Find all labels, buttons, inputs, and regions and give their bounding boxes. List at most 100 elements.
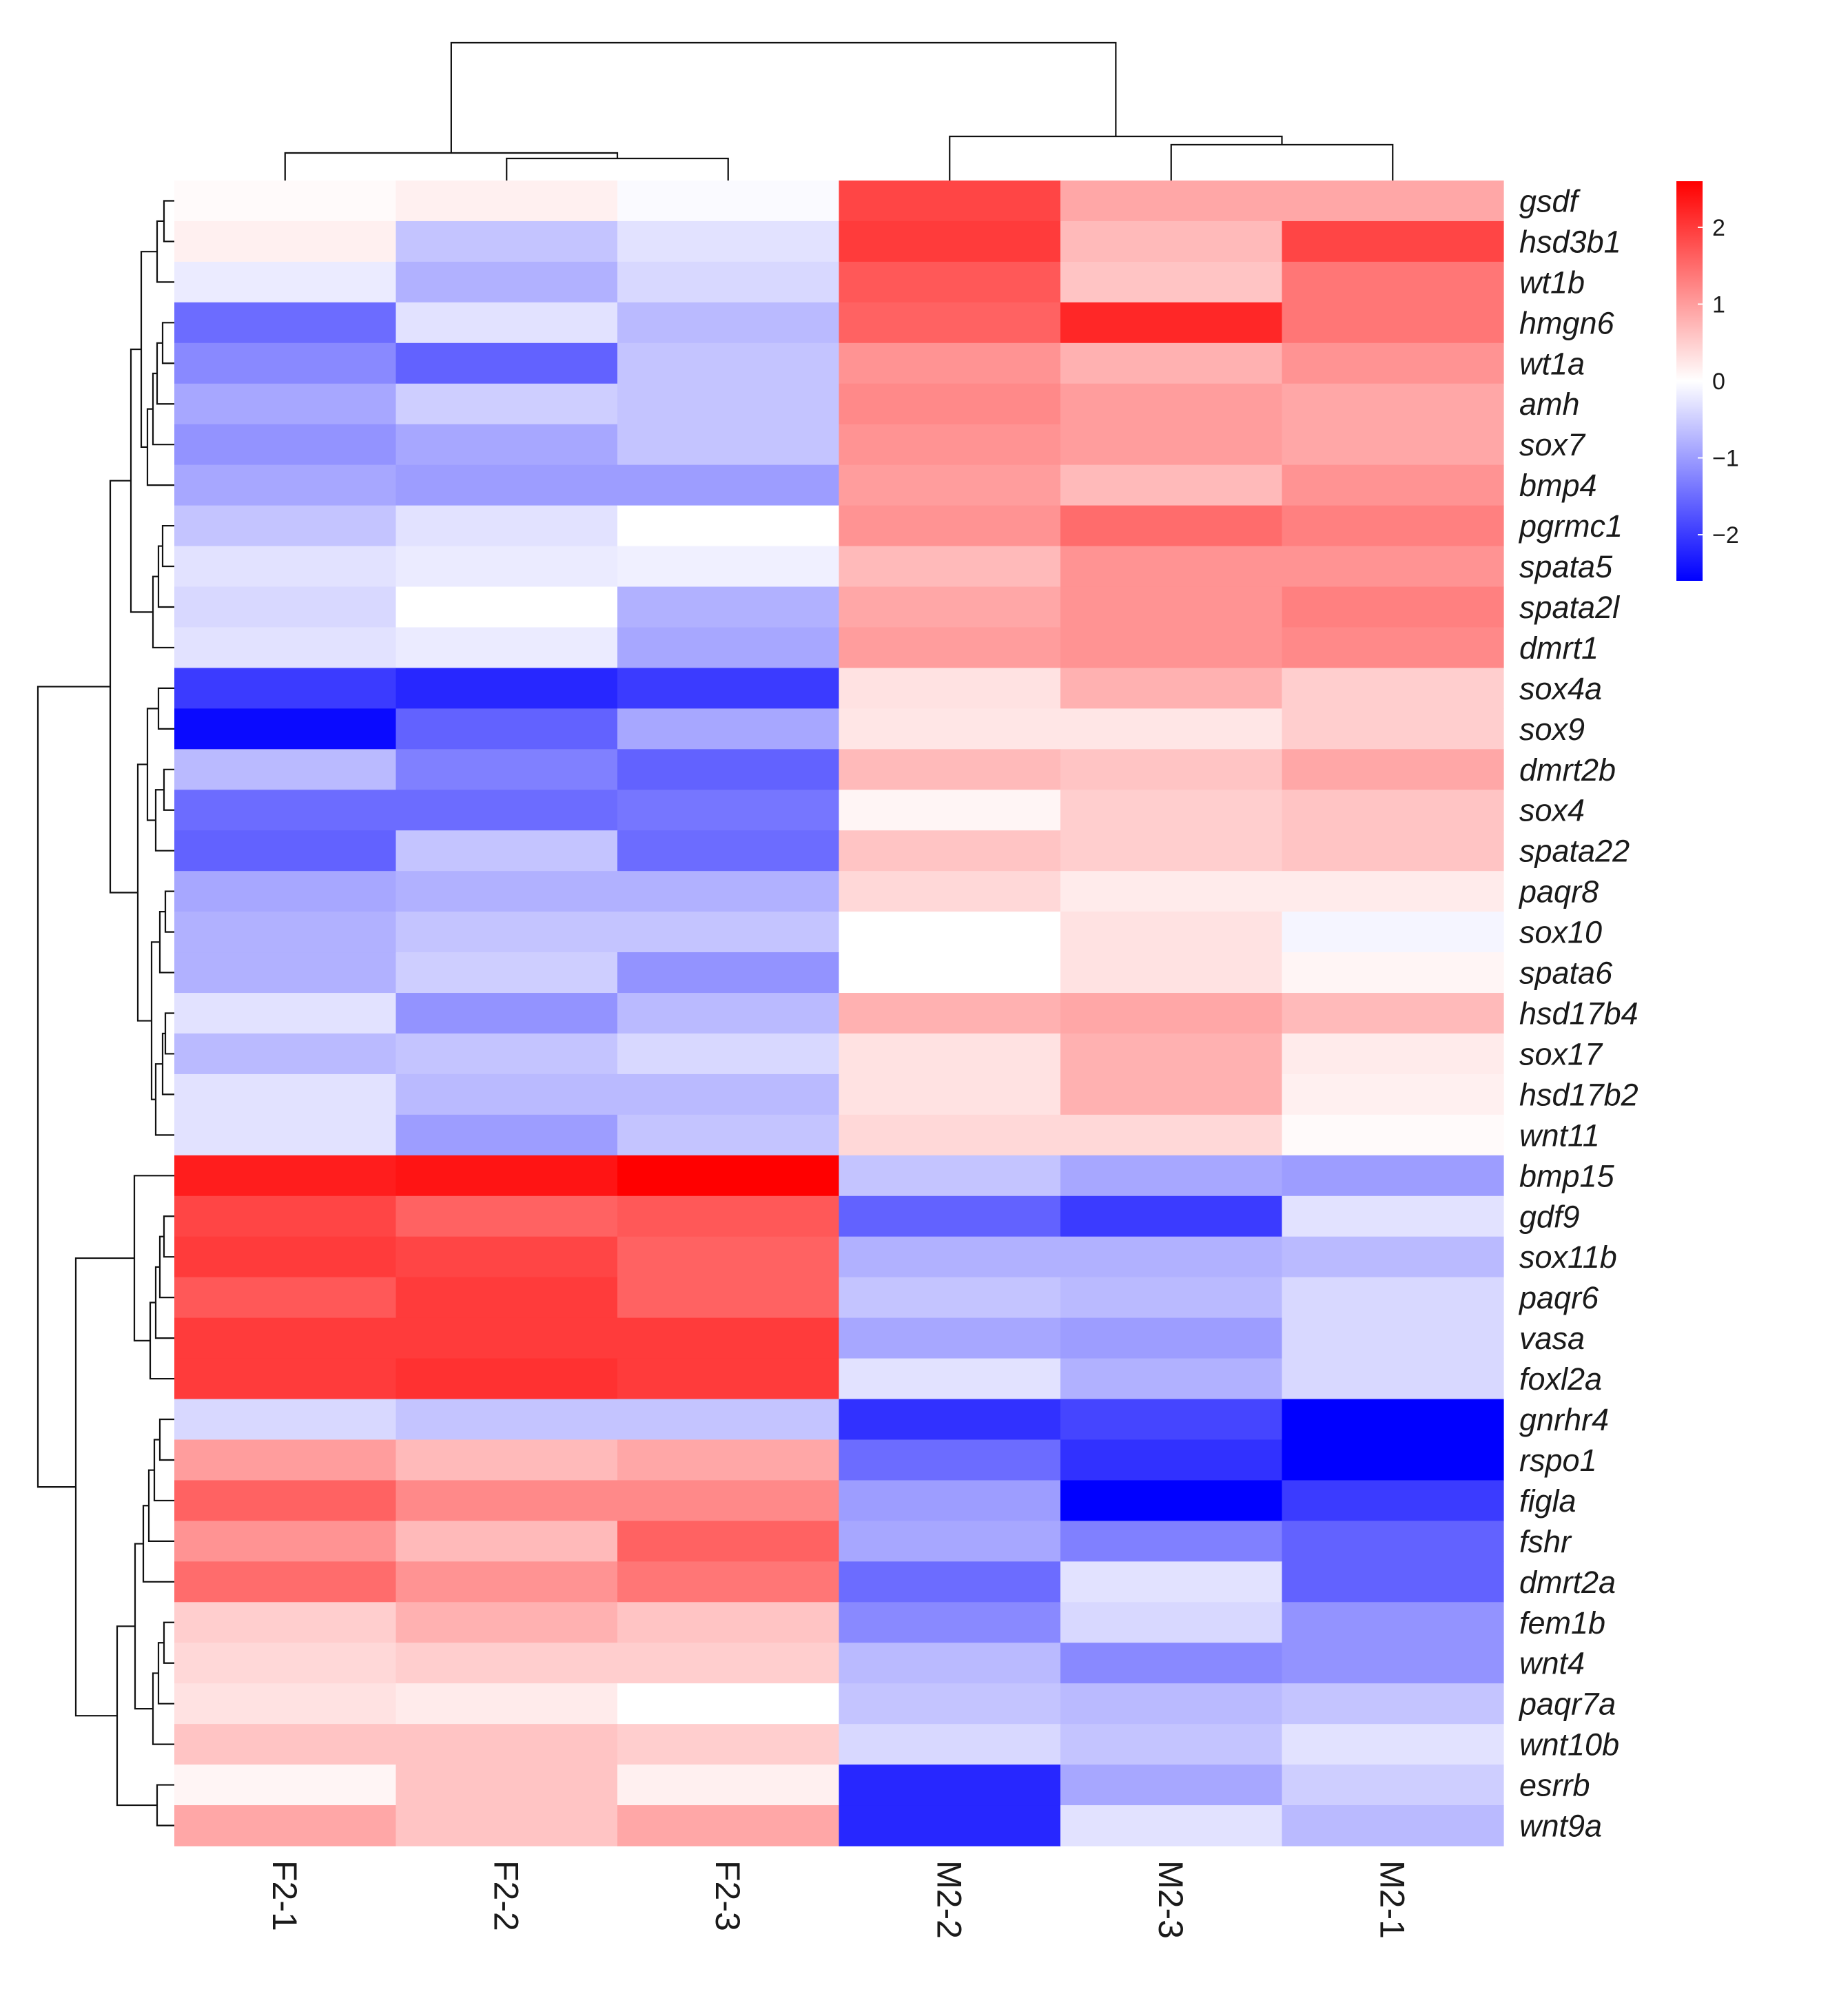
heatmap-cell xyxy=(1060,627,1283,669)
heatmap-cell xyxy=(174,464,397,506)
dendrogram-branch xyxy=(154,1266,174,1339)
heatmap-cell xyxy=(839,952,1061,994)
heatmap-cell xyxy=(395,1033,618,1075)
heatmap-cell xyxy=(839,181,1061,222)
heatmap-cell xyxy=(1282,871,1504,912)
gene-label: wnt10b xyxy=(1519,1727,1619,1762)
heatmap-cell xyxy=(617,668,840,709)
heatmap-cell xyxy=(617,830,840,872)
heatmap-cell xyxy=(1060,952,1283,994)
heatmap-cell xyxy=(839,342,1061,384)
heatmap-cell xyxy=(174,1480,397,1521)
gene-label: sox17 xyxy=(1519,1036,1603,1071)
heatmap-cell xyxy=(174,1155,397,1197)
heatmap-cell xyxy=(839,1521,1061,1562)
gene-label: gsdf xyxy=(1519,183,1581,218)
heatmap-cell xyxy=(839,1033,1061,1075)
heatmap-cell xyxy=(174,1236,397,1278)
gene-label: vasa xyxy=(1519,1321,1585,1356)
heatmap-cell xyxy=(1060,1480,1283,1521)
heatmap-cell xyxy=(395,464,618,506)
heatmap-cell xyxy=(1060,1724,1283,1765)
gene-label: sox4a xyxy=(1519,671,1602,706)
heatmap-cell xyxy=(617,383,840,425)
gene-label: wnt4 xyxy=(1519,1646,1585,1681)
heatmap-cell xyxy=(395,1073,618,1115)
heatmap-cell xyxy=(1282,1765,1504,1806)
heatmap-cell xyxy=(1060,302,1283,344)
heatmap-cell xyxy=(395,261,618,303)
dendrogram-branch xyxy=(157,687,174,730)
heatmap-cell xyxy=(1060,1277,1283,1319)
dendrogram-branch xyxy=(136,763,152,1022)
heatmap-cell xyxy=(1060,505,1283,547)
heatmap-cell xyxy=(1282,1480,1504,1521)
heatmap-cell xyxy=(174,1724,397,1765)
gene-label: wnt11 xyxy=(1519,1118,1600,1153)
heatmap-cell xyxy=(1282,1114,1504,1156)
heatmap-cell xyxy=(1060,1805,1283,1847)
dendrogram-branch xyxy=(37,686,110,1488)
dendrogram-branch xyxy=(142,1505,174,1583)
heatmap-cell xyxy=(1282,181,1504,222)
dendrogram-branch xyxy=(146,408,174,486)
gene-label: hsd17b4 xyxy=(1519,996,1638,1031)
dendrogram-branch xyxy=(153,1439,174,1502)
heatmap-cell xyxy=(395,220,618,263)
heatmap-cell xyxy=(1282,1399,1504,1441)
heatmap-cell xyxy=(174,1114,397,1156)
dendrogram-branch xyxy=(109,480,138,894)
heatmap-cell xyxy=(617,1073,840,1115)
heatmap-cell xyxy=(395,383,618,425)
gene-label: sox4 xyxy=(1519,793,1585,828)
heatmap-cell xyxy=(839,1114,1061,1156)
heatmap-cell xyxy=(1282,627,1504,669)
heatmap-cell xyxy=(839,220,1061,263)
dendrogram-branch xyxy=(156,220,174,283)
heatmap-cell xyxy=(839,383,1061,425)
dendrogram-branch xyxy=(163,1215,174,1258)
gene-label: sox10 xyxy=(1519,915,1602,950)
dendrogram-branch xyxy=(158,1418,174,1461)
heatmap-cell xyxy=(1282,1683,1504,1725)
heatmap-cell xyxy=(395,749,618,790)
heatmap-cell xyxy=(1282,912,1504,953)
heatmap-cell xyxy=(1282,830,1504,872)
heatmap-cell xyxy=(395,181,618,222)
gene-label: fem1b xyxy=(1519,1605,1605,1640)
sample-label: F2-3 xyxy=(708,1860,747,1931)
heatmap-cell xyxy=(617,1236,840,1278)
dendrogram-branch xyxy=(163,768,174,811)
dendrogram-branch xyxy=(158,1235,174,1299)
dendrogram-branch xyxy=(154,1063,174,1136)
sample-label: F2-2 xyxy=(486,1860,525,1931)
heatmap-cell xyxy=(395,708,618,750)
heatmap-cell xyxy=(617,546,840,588)
heatmap-cell xyxy=(1282,424,1504,466)
heatmap-cell xyxy=(1282,1643,1504,1684)
heatmap-cell xyxy=(395,1195,618,1237)
dendrogram-branch xyxy=(156,342,174,405)
heatmap-cell xyxy=(839,1602,1061,1643)
heatmap-cell xyxy=(1282,1236,1504,1278)
heatmap-cell xyxy=(839,261,1061,303)
heatmap-cell xyxy=(174,1033,397,1075)
heatmap-cell xyxy=(839,708,1061,750)
gene-label: sox9 xyxy=(1519,712,1585,747)
heatmap-cell xyxy=(617,1399,840,1441)
heatmap-cell xyxy=(1282,1602,1504,1643)
heatmap-cell xyxy=(617,1358,840,1400)
heatmap-cell xyxy=(395,1399,618,1441)
heatmap-cell xyxy=(174,871,397,912)
dendrogram-branch xyxy=(163,200,174,243)
heatmap-cell xyxy=(617,1561,840,1603)
heatmap-cell xyxy=(1060,871,1283,912)
heatmap-cell xyxy=(839,1155,1061,1197)
gene-label: gnrhr4 xyxy=(1519,1402,1609,1437)
heatmap-cell xyxy=(174,952,397,994)
heatmap-cell xyxy=(839,1399,1061,1441)
heatmap-cell xyxy=(839,1277,1061,1319)
heatmap-cell xyxy=(839,912,1061,953)
gene-label: paqr6 xyxy=(1518,1280,1599,1315)
